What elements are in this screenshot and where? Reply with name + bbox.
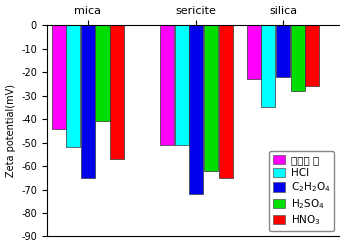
Bar — [96, 25, 110, 122]
Bar — [290, 25, 305, 91]
Legend: 산처리 전, HCl, C$_2$H$_2$O$_4$, H$_2$SO$_4$, HNO$_3$: 산처리 전, HCl, C$_2$H$_2$O$_4$, H$_2$SO$_4$… — [269, 151, 334, 231]
Bar — [262, 25, 275, 107]
Bar — [204, 25, 218, 171]
Bar — [52, 25, 66, 128]
Bar — [218, 25, 233, 178]
Bar — [276, 25, 290, 77]
Bar — [160, 25, 174, 145]
Bar — [305, 25, 319, 86]
Bar — [189, 25, 203, 194]
Bar — [247, 25, 261, 79]
Y-axis label: Zeta potential(mV): Zeta potential(mV) — [6, 84, 16, 177]
Bar — [66, 25, 80, 147]
Bar — [81, 25, 95, 178]
Bar — [110, 25, 124, 159]
Bar — [175, 25, 189, 145]
